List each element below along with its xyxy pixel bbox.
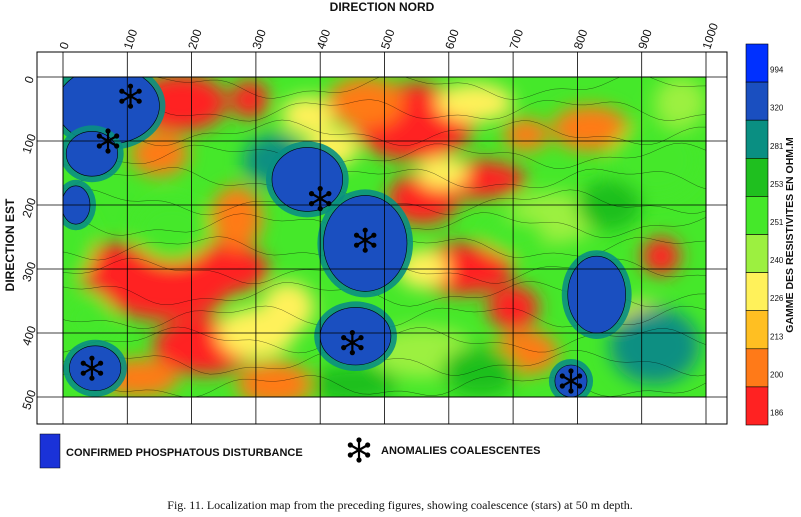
x-tick-label: 0 xyxy=(57,40,72,51)
x-tick-label: 100 xyxy=(121,27,141,51)
y-axis-title: DIRECTION EST xyxy=(3,198,17,291)
colorbar-band xyxy=(745,272,769,312)
y-tick-label: 500 xyxy=(19,388,39,412)
y-tick-label: 0 xyxy=(22,74,37,85)
colorbar-band xyxy=(745,119,769,159)
resistivity-patch xyxy=(442,345,520,397)
blue-anomaly-zone xyxy=(271,147,344,212)
contour-line xyxy=(63,142,706,169)
x-tick-label: 600 xyxy=(442,27,462,51)
y-tick-label: 200 xyxy=(19,196,39,220)
x-tick-label: 700 xyxy=(507,27,527,51)
colorbar-band xyxy=(745,43,769,83)
colorbar-level: 213 xyxy=(770,332,784,341)
star-marker xyxy=(119,83,142,109)
colorbar-band xyxy=(745,348,769,388)
resistivity-patch xyxy=(210,185,263,250)
contour-line xyxy=(63,97,706,122)
blue-anomaly-zone xyxy=(567,255,626,334)
x-tick-label: 400 xyxy=(314,27,334,51)
colorbar-band xyxy=(745,310,769,350)
resistivity-patch xyxy=(641,237,681,276)
colorbar-level: 281 xyxy=(770,142,784,151)
contour-line xyxy=(63,119,706,147)
star-marker xyxy=(341,330,364,356)
resistivity-patch xyxy=(503,118,549,151)
resistivity-patch xyxy=(63,294,115,346)
colorbar-band xyxy=(745,234,769,273)
resistivity-patch xyxy=(609,307,700,385)
legend-label-disturbance: CONFIRMED PHOSPHATOUS DISTURBANCE xyxy=(66,447,303,459)
star-marker xyxy=(559,368,583,394)
star-marker xyxy=(353,227,377,253)
colorbar-level: 200 xyxy=(770,370,784,379)
colorbar-level: 994 xyxy=(770,66,784,75)
x-ticks: 0 100 200 300 400 500 600 700 800 900 1000 xyxy=(57,21,722,51)
contour-line xyxy=(63,167,706,190)
colorbar-level: 186 xyxy=(770,408,784,417)
colorbar-band xyxy=(745,386,769,426)
contour-line xyxy=(63,373,706,397)
x-tick-label: 500 xyxy=(378,27,398,51)
x-tick-label: 900 xyxy=(635,27,655,51)
star-marker xyxy=(96,128,120,154)
star-marker xyxy=(80,355,104,381)
colorbar-level: 320 xyxy=(770,104,784,113)
blue-anomaly-zone xyxy=(69,345,122,391)
legend-star-glyph xyxy=(347,437,371,463)
legend: CONFIRMED PHOSPHATOUS DISTURBANCE ANOMAL… xyxy=(39,433,541,469)
resistivity-patch xyxy=(133,198,211,263)
resistivity-patch xyxy=(307,365,398,397)
contour-line xyxy=(63,77,706,100)
legend-label-anomalies: ANOMALIES COALESCENTES xyxy=(381,445,541,457)
colorbar-band xyxy=(745,158,769,197)
colorbar-band xyxy=(745,81,769,121)
colorbar-level: 240 xyxy=(770,256,784,265)
star-marker xyxy=(308,186,332,212)
resistivity-patch xyxy=(551,105,629,151)
x-tick-label: 1000 xyxy=(700,21,722,51)
x-axis-title: DIRECTION NORD xyxy=(330,0,435,14)
x-tick-label: 300 xyxy=(249,27,269,51)
blue-anomaly-zone xyxy=(319,307,392,366)
colorbar-band xyxy=(745,196,769,235)
colorbar: 994 320 281 253 251 240 226 213 200 186 xyxy=(745,43,784,426)
colorbar-level: 226 xyxy=(770,294,784,303)
x-tick-label: 200 xyxy=(185,27,205,51)
plot-frame xyxy=(62,76,707,398)
resistivity-patch xyxy=(326,77,404,129)
x-tick-label: 800 xyxy=(571,27,591,51)
star-markers xyxy=(80,83,583,394)
resistivity-patch xyxy=(230,80,269,119)
colorbar-level: 253 xyxy=(770,180,784,189)
y-tick-label: 400 xyxy=(19,324,39,348)
resistivity-patch xyxy=(416,157,469,189)
resistivity-patch xyxy=(435,83,514,122)
plot-outer-frame xyxy=(36,51,728,425)
resistivity-patch xyxy=(236,361,314,397)
resistivity-patch xyxy=(654,77,706,129)
legend-blue-swatch xyxy=(39,433,61,469)
resistivity-patch xyxy=(281,96,334,135)
resistivity-patch xyxy=(130,131,189,177)
colorbar-level: 251 xyxy=(770,218,784,227)
y-ticks: 0 100 200 300 400 500 xyxy=(19,74,39,411)
y-tick-label: 300 xyxy=(19,260,39,284)
y-tick-label: 100 xyxy=(19,132,39,156)
figure-caption: Fig. 11. Localization map from the prece… xyxy=(167,498,632,512)
colorbar-label: GAMME DES RESISTIVITES EN OHM.M xyxy=(784,137,796,333)
legend-star-icon xyxy=(347,437,371,463)
blue-anomaly-zone xyxy=(65,131,118,177)
